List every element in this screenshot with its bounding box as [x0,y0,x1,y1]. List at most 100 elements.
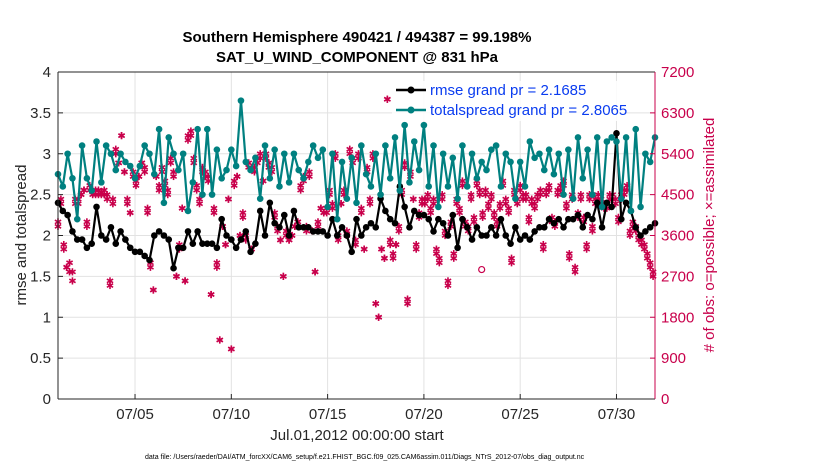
obs-star-stroke [562,205,570,211]
obs-star-stroke [536,187,544,193]
obs-star-stroke [490,210,498,216]
totalspread-point [377,191,384,198]
obs-assimilated-point [167,159,175,167]
rmse-point [569,215,577,223]
obs-star-stroke [409,196,417,202]
obs-assimilated-point [577,195,585,203]
obs-star-stroke [551,223,559,229]
obs-assimilated-point [68,277,76,285]
obs-star-stroke [640,246,648,252]
obs-star-stroke [470,214,478,220]
obs-star-stroke [155,183,163,189]
obs-star-stroke [542,192,550,198]
obs-star-stroke [395,228,403,234]
totalspread-point [232,162,240,170]
obs-star-stroke [505,205,513,211]
totalspread-point [280,150,288,158]
obs-star-stroke [583,242,591,248]
obs-assimilated-point [210,209,218,217]
obs-assimilated-point [640,245,648,253]
rmse-point [565,215,572,223]
obs-star-stroke [239,214,247,220]
rmse-point [574,211,582,219]
obs-star-stroke [94,187,102,193]
rmse-point [382,207,389,215]
totalspread-point [478,158,485,166]
totalspread-point [425,183,433,190]
obs-assimilated-point [357,209,365,217]
obs-star-stroke [314,219,322,225]
obs-star-stroke [482,192,490,198]
rmse-point [175,244,182,252]
obs-star-stroke [230,183,238,189]
rmse-point [179,244,187,252]
obs-assimilated-point [392,240,400,249]
obs-star-stroke [109,196,117,202]
obs-assimilated-point [164,191,172,199]
totalspread-point [579,174,587,182]
totalspread-point [555,150,563,158]
obs-star-stroke [539,242,547,248]
obs-assimilated-point [473,181,481,190]
rmse-point [280,211,288,219]
rmse-point [550,219,558,227]
obs-star-stroke [467,196,475,202]
obs-assimilated-point [531,204,539,212]
obs-assimilated-point [444,281,452,290]
y-left-tick-label: 4 [43,64,51,81]
rmse-point [102,236,110,243]
obs-star-stroke [106,278,114,284]
obs-star-stroke [100,192,108,198]
rmse-point [632,224,640,231]
obs-star-stroke [63,264,71,270]
y-left-tick-label: 1.5 [30,268,51,285]
rmse-point [155,228,163,235]
totalspread-point [208,191,216,198]
obs-star-stroke [380,255,388,261]
totalspread-point [324,203,331,211]
obs-star-stroke [508,260,516,266]
obs-assimilated-point [207,290,215,299]
totalspread-point [396,187,404,194]
obs-star-stroke [401,164,409,170]
obs-star-stroke [450,255,458,261]
obs-assimilated-point [456,209,464,217]
obs-star-stroke [516,183,524,189]
rmse-point [401,203,408,211]
totalspread-point [439,150,447,158]
totalspread-point [646,158,654,166]
totalspread-point [617,195,625,203]
rmse-point [531,228,538,235]
obs-assimilated-point [305,172,313,181]
rmse-point [512,224,519,231]
obs-star-stroke [193,183,201,189]
totalspread-point [531,154,538,162]
legend-box [392,81,624,121]
obs-star-stroke [467,192,475,198]
rmse-point [256,207,264,215]
obs-star-stroke [305,169,313,175]
obs-assimilated-point [467,195,475,203]
rmse-point [184,228,192,235]
totalspread-point [473,174,481,182]
rmse-point [497,215,505,223]
obs-star-stroke [155,187,163,193]
y-right-tick-label: 2700 [661,268,694,285]
totalspread-point [420,121,428,129]
rmse-point [261,232,269,239]
obs-star-stroke [167,155,175,161]
obs-assimilated-point [239,213,247,221]
obs-assimilated-point [505,209,513,217]
obs-assimilated-point [132,181,140,190]
totalspread-point [170,150,177,158]
obs-assimilated-point [412,245,420,253]
rmse-point [329,215,336,223]
obs-star-stroke [210,205,218,211]
totalspread-point [415,166,423,174]
totalspread-point [276,183,283,190]
totalspread-point [637,203,644,211]
totalspread-point [295,166,303,174]
obs-assimilated-point [565,254,573,262]
obs-star-stroke [164,192,172,198]
totalspread-point [497,183,505,190]
